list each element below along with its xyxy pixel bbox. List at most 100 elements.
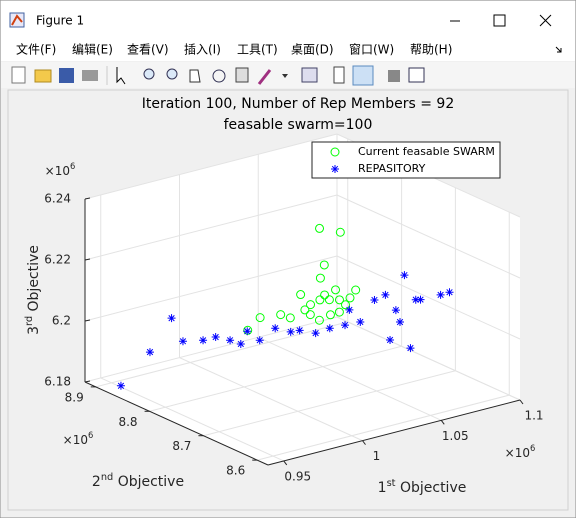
menu-item[interactable]: 编辑(E) [72,42,113,57]
legend-marker [331,165,339,173]
close-button[interactable] [539,14,552,27]
asterisk-marker [445,288,454,297]
grid-line [258,336,442,421]
circle-marker [296,290,306,300]
z-exponent-sup: 6 [70,161,75,171]
grid-line [336,255,521,340]
asterisk-marker [406,344,415,353]
x-tick-label: 1.1 [524,409,543,423]
hide-tools-icon[interactable] [388,70,400,82]
show-tools-icon[interactable] [408,67,425,83]
grid-line [257,394,510,461]
circle-marker [345,293,355,303]
axes: 0.95 1 1.05 1.1 8.6 8.7 8.8 8.96.18 6.2 6.22 6.24 1… [24,96,544,496]
circle-marker [276,310,286,320]
x-axis-label-sup: st [387,478,396,489]
title-bar [1,1,575,39]
z-tick [84,380,91,383]
save-icon[interactable] [59,68,74,83]
z-tick-label: 6.2 [52,314,71,328]
grid-line [84,255,338,322]
new-icon[interactable] [11,66,26,84]
z-exponent-base: ×10 [45,164,70,178]
legend [311,141,501,179]
print-icon[interactable] [82,70,98,81]
asterisk-marker [311,329,320,338]
circle-marker [319,260,329,270]
asterisk-marker [116,381,125,390]
asterisk-marker [391,306,400,315]
colorbar-icon[interactable] [333,66,345,84]
grid-line [179,357,363,442]
circle-marker [334,307,344,317]
asterisk-marker [243,327,252,336]
circle-marker [315,223,325,233]
grid-line [336,194,521,279]
y-axis-label-text: Objective [113,474,184,490]
link-icon[interactable] [301,67,318,83]
asterisk-marker [370,296,379,305]
grid-line [84,194,338,261]
x-axis-label-base: 1 [378,480,387,496]
y-axis [84,381,269,466]
circle-marker [305,310,315,320]
grid-line [84,316,338,383]
y-axis-label-sup: nd [101,472,113,483]
asterisk-marker [400,271,409,280]
chart-title: feasable swarm=100 [224,117,373,133]
asterisk-marker [255,336,264,345]
open-icon[interactable] [34,69,52,83]
circle-marker [340,300,350,310]
legend-marker [330,147,340,157]
circle-marker [325,310,335,320]
y-exponent: ×106 [63,430,94,447]
pointer-icon[interactable] [116,67,126,85]
maximize-button[interactable] [493,14,506,27]
circle-marker [320,290,330,300]
zoom-in-icon[interactable] [143,68,155,80]
x-tick [440,420,445,425]
menu-arrow[interactable] [555,46,562,53]
asterisk-marker [295,326,304,335]
brush-icon[interactable] [257,69,272,85]
grid-line [336,316,521,401]
circle-marker [315,295,325,305]
grid-line [95,321,348,388]
z-axis-label-text: Objective [26,245,42,316]
asterisk-marker [396,318,405,327]
menu-item[interactable]: 桌面(D) [291,43,334,57]
menu-item[interactable]: 窗口(W) [349,43,394,57]
rotate-icon[interactable] [212,69,226,83]
side-pane [337,134,520,400]
zoom-out-icon[interactable] [166,68,178,80]
menu-item[interactable]: 文件(F) [16,42,56,57]
grid-line [203,370,456,437]
x-tick-label: 1 [373,449,381,463]
x-tick [519,399,524,405]
asterisk-marker [436,290,445,299]
circle-marker [334,295,344,305]
legend-label: Current feasable SWARM [358,145,495,158]
menu-item[interactable]: 查看(V) [127,43,169,57]
asterisk-marker [236,339,245,348]
z-axis-label-sup: rd [24,316,35,326]
menu-bar [1,39,575,61]
grid-line [84,133,338,200]
asterisk-marker [226,336,235,345]
legend-icon[interactable] [352,65,374,86]
asterisk-marker [286,327,295,336]
chart-title: Iteration 100, Number of Rep Members = 9… [142,96,454,112]
menu-item[interactable]: 插入(I) [184,43,221,57]
asterisk-marker [345,305,354,314]
pan-icon[interactable] [189,69,201,83]
circle-marker [255,313,265,323]
circle-marker [314,315,324,325]
y-tick-label: 8.9 [65,390,84,404]
datatip-icon[interactable] [235,67,249,83]
menu-item[interactable]: 帮助(H) [410,43,452,57]
asterisk-marker [386,335,395,344]
x-exponent-sup: 6 [530,443,535,453]
menu-item[interactable]: 工具(T) [237,43,278,57]
grid-line [149,345,402,412]
y-tick-label: 8.6 [226,464,245,478]
